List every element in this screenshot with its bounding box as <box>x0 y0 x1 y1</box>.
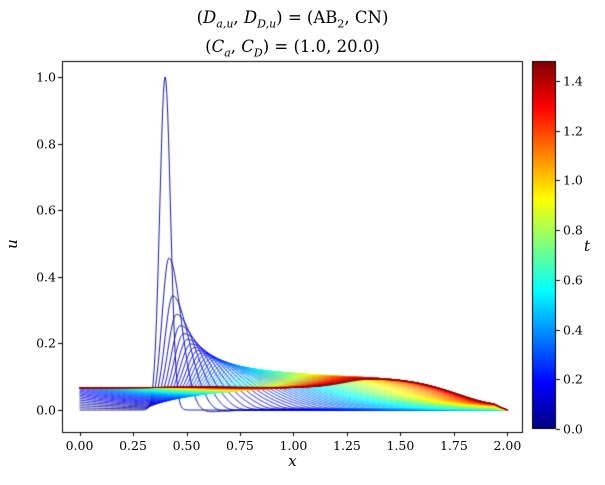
x-tick-label: 1.50 <box>386 438 415 453</box>
y-tick-label: 0.8 <box>36 136 56 152</box>
x-tick-label: 0.00 <box>65 438 94 453</box>
colorbar-tick-label: 0.4 <box>563 322 583 338</box>
y-axis-label: u <box>3 239 21 249</box>
y-tick-label: 0.0 <box>36 402 56 418</box>
y-tick-label: 1.0 <box>36 69 56 85</box>
x-tick-label: 0.25 <box>119 438 147 453</box>
x-tick-label: 0.50 <box>172 438 201 453</box>
colorbar-tick-label: 1.4 <box>563 73 583 89</box>
colorbar-label: t <box>584 237 591 255</box>
y-tick-label: 0.4 <box>36 269 56 285</box>
colorbar-tick-label: 0.0 <box>563 421 583 437</box>
y-tick-label: 0.6 <box>36 202 56 218</box>
C-diffusion: C <box>241 37 254 57</box>
y-tick-label: 0.2 <box>36 335 56 351</box>
colorbar-tick-label: 0.6 <box>563 272 583 288</box>
C-advection: C <box>211 37 225 57</box>
x-tick-label: 1.00 <box>279 438 308 453</box>
x-tick-label: 0.75 <box>226 438 254 453</box>
colorbar-tick-label: 1.2 <box>563 123 583 139</box>
script-D-diffusion: D <box>243 8 258 27</box>
colorbar-tick-label: 0.2 <box>563 371 583 387</box>
colorbar-tick-label: 1.0 <box>563 172 583 188</box>
plot-title-line1: (Da,u, DD,u) = (AB2, CN) <box>196 8 389 31</box>
script-D-advection: D <box>203 8 217 27</box>
x-tick-label: 1.75 <box>439 438 468 453</box>
plot-title: (Da,u, DD,u) = (AB2, CN) (Ca, CD) = (1.0… <box>62 6 523 65</box>
x-tick-label: 1.25 <box>333 438 361 453</box>
colorbar-tick-label: 0.8 <box>563 222 583 238</box>
x-axis-label: x <box>288 452 297 470</box>
x-tick-label: 2.00 <box>493 438 522 453</box>
plot-title-line2: (Ca, CD) = (1.0, 20.0) <box>205 37 380 60</box>
